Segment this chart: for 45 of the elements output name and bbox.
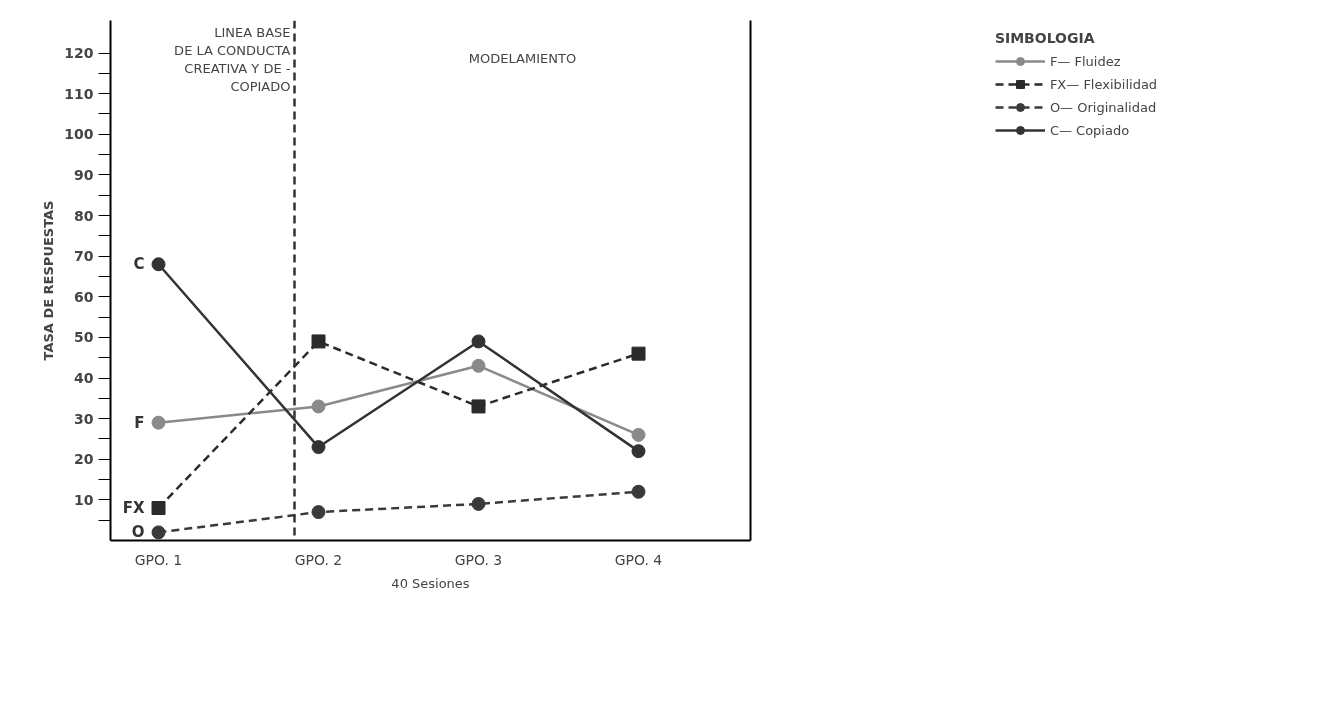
y-tick-label: 40: [74, 370, 94, 386]
y-tick-label: 60: [74, 288, 94, 305]
y-tick-label: 50: [74, 329, 94, 346]
point: [631, 444, 646, 459]
annotation: MODELAMIENTO: [468, 50, 577, 66]
point: [151, 415, 166, 430]
y-axis-title: TASA DE RESPUESTAS: [41, 200, 57, 361]
y-tick-label: 90: [74, 166, 94, 183]
y-tick-label: 120: [64, 45, 94, 61]
x-tick-label: GPO. 3: [454, 551, 503, 568]
legend-label: O— Originalidad: [1049, 99, 1157, 115]
annotation: C: [133, 255, 145, 274]
point: [311, 505, 326, 520]
y-tick-label: 110: [64, 85, 94, 102]
annotation: F: [134, 413, 145, 432]
y-tick-label: 30: [74, 410, 94, 427]
y-tick-label: 20: [74, 451, 94, 468]
x-tick-label: GPO. 4: [614, 551, 663, 568]
y-tick-label: 80: [74, 207, 94, 224]
y-tick-label: 100: [64, 126, 94, 143]
point: [471, 496, 486, 511]
x-tick-label: GPO. 1: [134, 551, 183, 568]
legend-label: F— Fluidez: [1049, 53, 1121, 69]
y-tick-label: 10: [74, 491, 94, 508]
legend-label: FX— Flexibilidad: [1049, 76, 1158, 92]
point: [311, 440, 326, 455]
y-tick-label: 70: [74, 248, 94, 265]
legend-label: C— Copiado: [1049, 122, 1130, 138]
point: [631, 427, 646, 442]
ref-line-label: LINEA BASE DE LA CONDUCTA CREATIVA Y DE - COPIADO: [174, 24, 291, 94]
point: [471, 358, 486, 373]
point: [631, 346, 646, 361]
annotation: FX: [122, 499, 145, 517]
point: [311, 399, 326, 414]
x-axis-title: 40 Sesiones: [391, 575, 470, 591]
point: [311, 334, 326, 349]
x-tick-label: GPO. 2: [294, 551, 343, 568]
point: [151, 257, 166, 272]
legend-title: SIMBOLOGIA: [994, 30, 1096, 46]
point: [631, 484, 646, 499]
point: [471, 399, 486, 414]
point: [151, 525, 166, 540]
annotation: O: [131, 523, 145, 542]
point: [471, 334, 486, 349]
point: [151, 501, 166, 515]
